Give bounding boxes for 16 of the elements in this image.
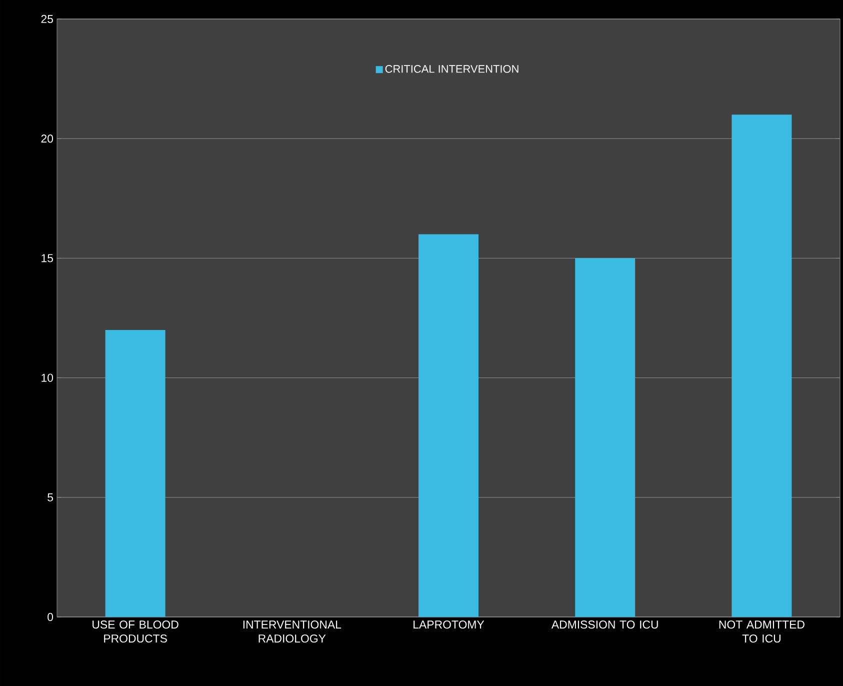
- bar: [732, 114, 792, 617]
- y-tick-label: 20: [41, 134, 54, 143]
- y-tick-label: 5: [48, 493, 54, 502]
- x-tick-label: NOT ADMITTED TO ICU: [719, 620, 804, 643]
- x-tick-label: ADMISSION TO ICU: [551, 620, 658, 629]
- bar: [105, 330, 166, 617]
- x-tick-label: USE OF BLOOD PRODUCTS: [92, 620, 178, 643]
- y-tick-label: 10: [42, 374, 54, 382]
- x-tick-label: LAPROTOMY: [414, 620, 484, 629]
- y-tick-label: 25: [41, 14, 54, 24]
- x-tick-label: INTERVENTIONAL RADIOLOGY: [243, 620, 342, 643]
- legend-label: CRITICAL INTERVENTION: [385, 65, 518, 73]
- y-tick-label: 15: [42, 254, 54, 262]
- bar: [575, 258, 636, 617]
- y-tick-label: 0: [48, 612, 54, 622]
- bar: [418, 234, 479, 617]
